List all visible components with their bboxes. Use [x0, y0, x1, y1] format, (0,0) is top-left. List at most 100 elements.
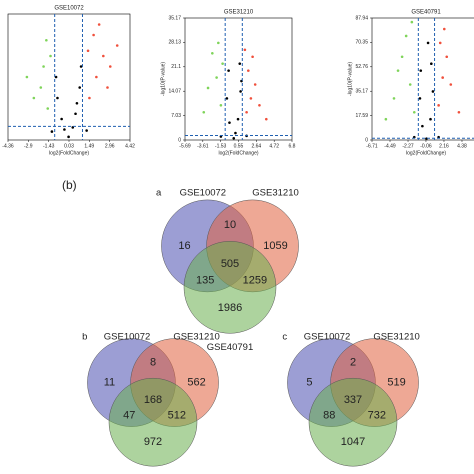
point — [202, 110, 206, 114]
region-count: 505 — [221, 258, 239, 270]
region-count: 47 — [123, 410, 135, 422]
point — [221, 62, 224, 65]
x-tick-label: -6.71 — [366, 143, 378, 149]
point — [253, 83, 257, 86]
point — [79, 65, 83, 68]
y-axis-label: -log10(P-value) — [347, 62, 353, 97]
point — [228, 121, 231, 124]
y-tick-label: 0 — [178, 137, 181, 143]
venn-set — [183, 241, 277, 334]
x-tick-label: -1.43 — [43, 143, 55, 149]
region-count: 16 — [178, 240, 190, 252]
y-tick-label: 35.17 — [355, 89, 368, 95]
point — [234, 131, 237, 135]
region-count: 135 — [196, 274, 214, 286]
region-count: 2 — [350, 357, 356, 369]
plot-title: GSE10072 — [54, 6, 84, 12]
y-tick-label: 0 — [365, 137, 368, 143]
region-count: 512 — [168, 410, 186, 422]
plot-title: GSE31210 — [224, 10, 254, 16]
y-tick-label: 14.07 — [168, 89, 181, 95]
point — [75, 101, 79, 105]
point — [249, 97, 253, 100]
region-count: 11 — [104, 377, 115, 389]
region-count: 10 — [224, 219, 236, 231]
point — [227, 69, 230, 72]
point — [408, 83, 412, 86]
point — [396, 69, 400, 72]
panel-label: b — [82, 332, 87, 343]
region-count: 562 — [187, 377, 205, 389]
x-axis-label: log2(FoldChange) — [406, 150, 446, 156]
point — [426, 41, 430, 45]
panel-label: a — [156, 188, 162, 199]
point — [431, 90, 435, 93]
x-tick-label: -2.9 — [24, 143, 33, 149]
point — [429, 117, 432, 121]
point — [54, 75, 58, 79]
region-count: 1986 — [218, 302, 242, 314]
venn-set — [308, 377, 398, 467]
y-tick-label: 28.13 — [168, 40, 181, 46]
point — [247, 69, 250, 72]
point — [258, 104, 261, 107]
x-tick-label: -4.36 — [2, 143, 14, 149]
region-count: 1259 — [243, 274, 267, 286]
point — [438, 41, 442, 45]
point — [50, 130, 54, 133]
y-tick-label: 7.03 — [171, 113, 181, 119]
x-axis-label: log2(FoldChange) — [49, 150, 89, 156]
point — [225, 97, 229, 100]
point — [419, 69, 423, 72]
set-label: GSE31210 — [373, 332, 419, 343]
point — [418, 97, 422, 100]
x-tick-label: 4.72 — [269, 143, 279, 149]
plot-frame — [184, 17, 293, 141]
x-tick-label: 4.38 — [457, 143, 467, 149]
point — [108, 65, 112, 68]
region-count: 337 — [344, 394, 362, 406]
panel-label: c — [282, 332, 287, 343]
figure-label: (b) — [62, 178, 77, 192]
x-axis-label: log2(FoldChange) — [218, 150, 258, 156]
x-tick-label: -3.61 — [197, 143, 209, 149]
point — [32, 96, 36, 100]
point — [449, 83, 453, 86]
y-tick-label: 21.1 — [171, 64, 181, 70]
set-label: GSE31210 — [173, 332, 219, 343]
point — [430, 62, 433, 65]
point — [384, 117, 388, 121]
region-count: 1047 — [341, 436, 365, 448]
y-axis-label: -log10(P-value) — [160, 62, 166, 97]
point — [97, 23, 101, 26]
point — [67, 135, 70, 139]
point — [25, 75, 29, 79]
point — [437, 104, 440, 107]
point — [457, 110, 461, 114]
region-count: 8 — [150, 357, 156, 369]
point — [95, 75, 98, 79]
x-tick-label: 2.96 — [105, 143, 115, 149]
point — [243, 48, 247, 52]
y-tick-label: 35.17 — [168, 15, 181, 21]
region-count: 732 — [368, 410, 386, 422]
point — [232, 136, 236, 140]
set-label: GSE40791 — [207, 342, 253, 353]
x-tick-label: 0.55 — [234, 143, 244, 149]
point — [219, 104, 223, 107]
point — [400, 55, 404, 59]
point — [39, 86, 43, 89]
y-tick-label: 17.59 — [355, 113, 368, 119]
y-tick-label: 52.76 — [355, 64, 368, 70]
point — [410, 20, 414, 24]
region-count: 5 — [306, 377, 312, 389]
point — [56, 96, 59, 100]
set-label: GSE10072 — [180, 188, 226, 199]
point — [85, 129, 88, 132]
region-count: 519 — [387, 377, 405, 389]
set-label: GSE10072 — [304, 332, 350, 343]
x-tick-label: -5.69 — [179, 143, 191, 149]
x-tick-label: 2.64 — [251, 143, 261, 149]
point — [264, 117, 268, 121]
point — [445, 55, 449, 59]
